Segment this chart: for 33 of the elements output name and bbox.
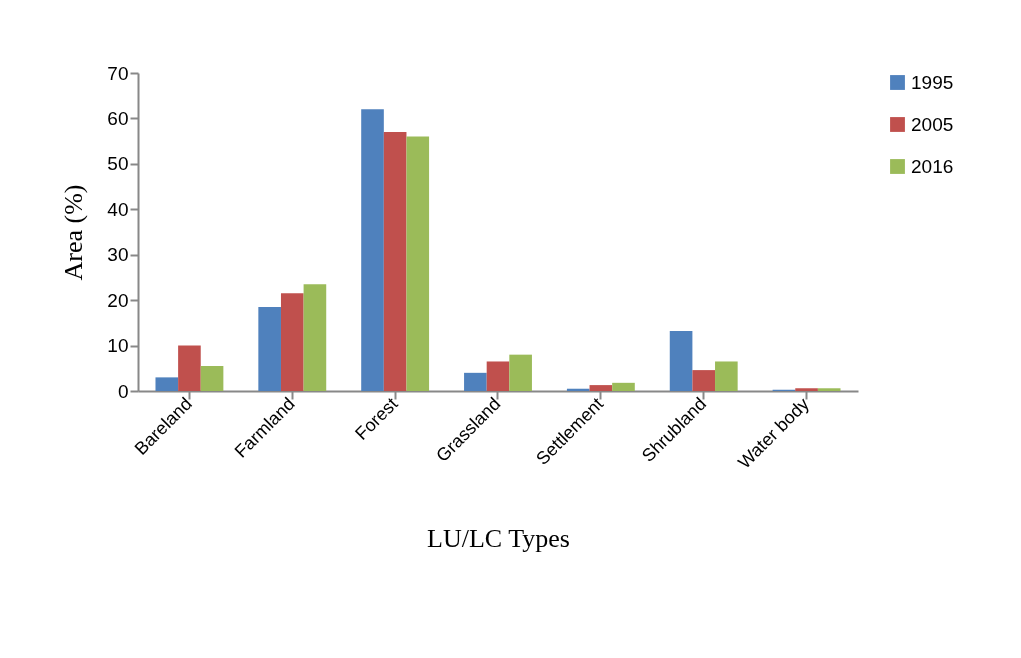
bar [669, 331, 693, 391]
y-tick-label: 30 [107, 244, 129, 266]
bar [383, 132, 407, 391]
bar [155, 377, 179, 391]
bar [509, 354, 532, 391]
y-tick-label: 50 [107, 153, 129, 175]
y-tick-label: 0 [117, 380, 129, 402]
legend-label: 2005 [911, 113, 954, 135]
y-tick-label: 60 [107, 107, 129, 129]
y-tick-label: 70 [107, 62, 129, 84]
bar [612, 382, 635, 391]
bar [589, 385, 613, 391]
bar [464, 372, 487, 391]
legend-label: 2016 [911, 155, 954, 177]
bar [280, 293, 304, 391]
bar [303, 284, 327, 391]
bar [200, 366, 224, 391]
y-axis-title: Area (%) [59, 184, 89, 281]
bar [715, 361, 738, 391]
x-axis-title: LU/LC Types [427, 524, 570, 554]
y-tick-label: 40 [107, 198, 129, 220]
bar [817, 388, 841, 391]
bar [258, 306, 281, 391]
bar [361, 109, 384, 391]
bar [692, 370, 716, 391]
y-tick-label: 20 [107, 289, 129, 311]
bar [795, 388, 818, 391]
bar [178, 345, 201, 391]
bar [486, 361, 510, 391]
legend-label: 1995 [911, 71, 954, 93]
y-tick-label: 10 [107, 335, 129, 357]
bar [406, 136, 430, 391]
bar [566, 388, 590, 391]
